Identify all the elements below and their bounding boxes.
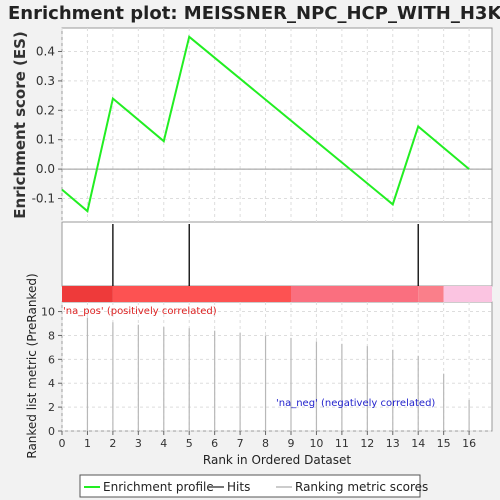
es-grid — [61, 28, 492, 222]
es-y-tick-label: -0.1 — [32, 191, 55, 205]
heat-segment — [418, 286, 444, 302]
es-y-tick-label: 0.2 — [36, 103, 55, 117]
es-y-axis-label: Enrichment score (ES) — [11, 31, 29, 219]
x-tick-label: 13 — [386, 437, 400, 450]
x-tick-label: 12 — [360, 437, 374, 450]
es-panel — [61, 27, 493, 223]
es-y-tick-label: 0.0 — [36, 162, 55, 176]
heat-segment — [62, 286, 113, 302]
metric-y-tick-label: 0 — [48, 425, 55, 438]
x-tick-label: 6 — [211, 437, 218, 450]
x-tick-label: 2 — [109, 437, 116, 450]
x-tick-label: 7 — [237, 437, 244, 450]
heat-segment — [290, 286, 419, 302]
x-tick-label: 0 — [59, 437, 66, 450]
metric-y-axis-label: Ranked list metric (PreRanked) — [25, 273, 39, 458]
metric-y-tick-label: 6 — [48, 353, 55, 366]
x-tick-label: 8 — [262, 437, 269, 450]
es-y-tick-label: 0.1 — [36, 133, 55, 147]
metric-y-tick-label: 10 — [41, 306, 55, 319]
x-axis-label: Rank in Ordered Dataset — [203, 453, 351, 467]
x-tick-label: 14 — [411, 437, 425, 450]
hits-panel — [61, 221, 493, 287]
x-tick-label: 1 — [84, 437, 91, 450]
hit-lines — [112, 224, 419, 286]
metric-y-ticks: 10 8 6 4 2 0 — [41, 306, 62, 438]
metric-panel — [61, 301, 493, 432]
legend: Enrichment profile Hits Ranking metric s… — [79, 474, 428, 498]
metric-y-tick-label: 8 — [48, 329, 55, 342]
legend-enrichment-label: Enrichment profile — [103, 480, 214, 494]
es-y-tick-label: 0.4 — [36, 45, 55, 59]
heat-segment — [443, 286, 492, 302]
ranking-heat-bar — [62, 286, 492, 302]
legend-box — [79, 474, 421, 498]
es-y-tick-label: 0.3 — [36, 74, 55, 88]
legend-hits-label: Hits — [227, 480, 250, 494]
x-tick-label: 11 — [335, 437, 349, 450]
neg-correlated-label: 'na_neg' (negatively correlated) — [276, 398, 435, 409]
chart-title: Enrichment plot: MEISSNER_NPC_HCP_WITH_H… — [8, 3, 500, 24]
pos-correlated-label: 'na_pos' (positively correlated) — [63, 306, 217, 317]
metric-x-ticks: 0 1 2 3 4 5 6 7 8 9 10 11 12 13 14 15 16 — [59, 431, 476, 450]
heat-segment — [112, 286, 291, 302]
enrichment-profile-line — [61, 35, 470, 213]
x-tick-label: 15 — [437, 437, 451, 450]
legend-metric-label: Ranking metric scores — [295, 480, 428, 494]
es-y-ticks: 0.4 0.3 0.2 0.1 0.0 -0.1 — [32, 45, 62, 205]
metric-y-tick-label: 4 — [48, 377, 55, 390]
metric-bars — [86, 317, 470, 431]
x-tick-label: 4 — [160, 437, 167, 450]
x-tick-label: 16 — [462, 437, 476, 450]
x-tick-label: 5 — [186, 437, 193, 450]
x-tick-label: 3 — [135, 437, 142, 450]
metric-y-tick-label: 2 — [48, 401, 55, 414]
x-tick-label: 9 — [287, 437, 294, 450]
x-tick-label: 10 — [309, 437, 323, 450]
